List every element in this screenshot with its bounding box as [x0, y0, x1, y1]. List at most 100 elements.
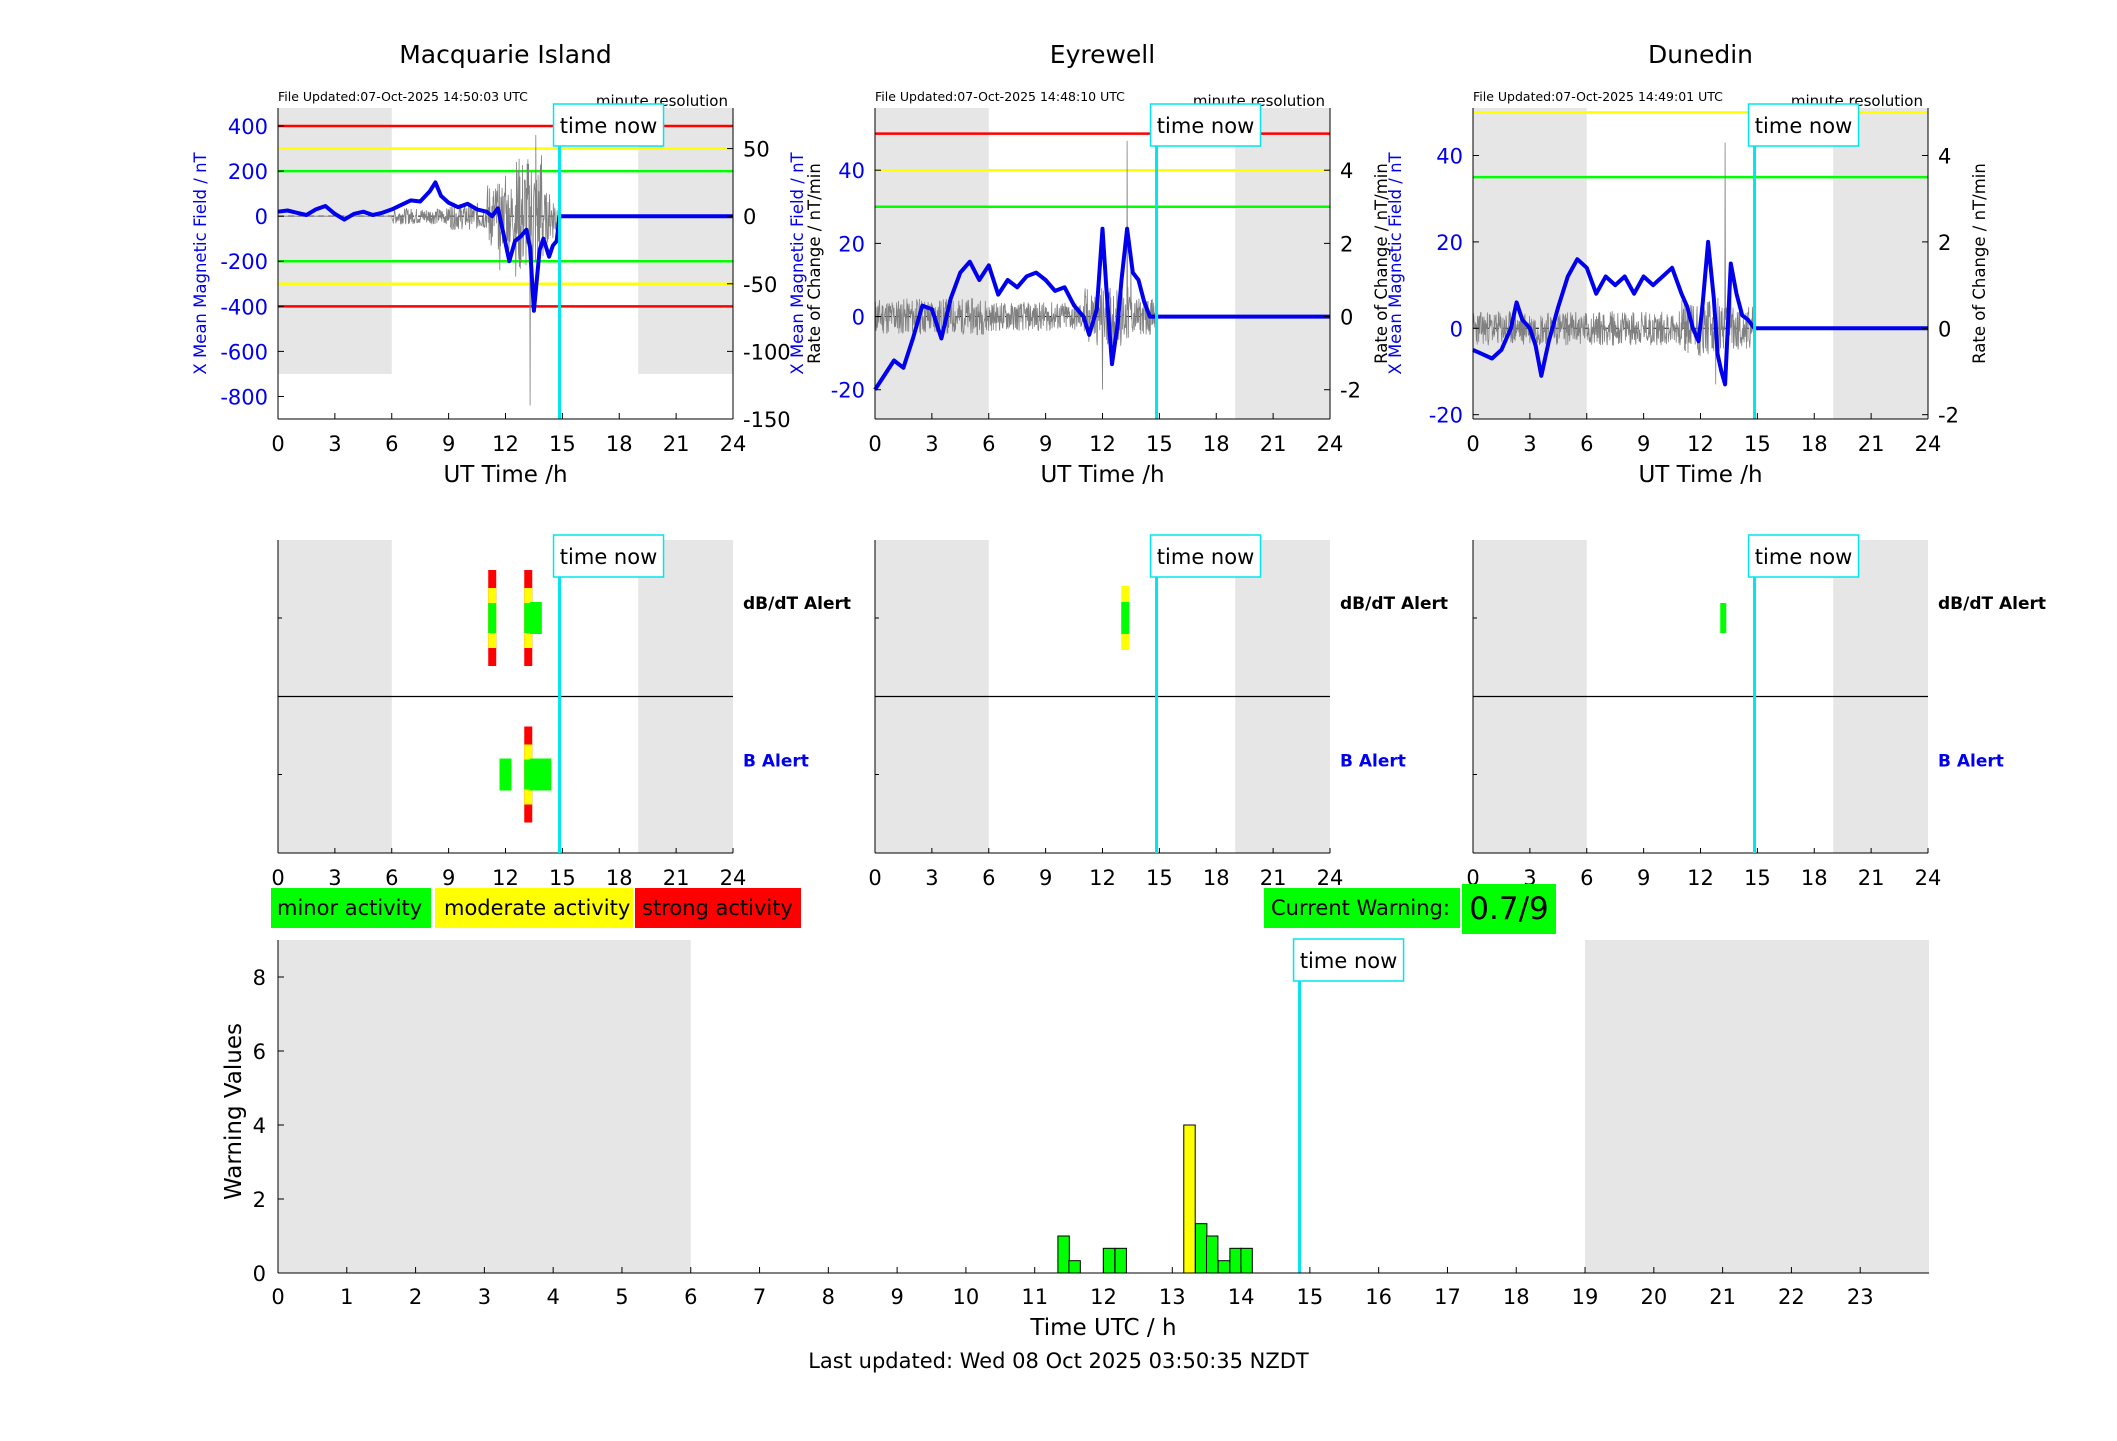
warning-chart-x-tick-label: 0	[271, 1285, 284, 1309]
panel-1-x-tick-label: 3	[328, 432, 341, 456]
panel-1-y-right-tick-label: -50	[743, 273, 777, 297]
legend-moderate: moderate activity	[435, 888, 633, 928]
panel-1-night-shade-1	[638, 108, 733, 374]
warning-chart-y-tick-label: 0	[253, 1262, 266, 1286]
panel-3-x-tick-label: 15	[1744, 432, 1771, 456]
warning-chart-x-tick-label: 13	[1159, 1285, 1186, 1309]
warning-chart-x-label: Time UTC / h	[1029, 1315, 1176, 1341]
time-now-text: time now	[1157, 545, 1254, 569]
panel-2-night-shade-1	[1235, 108, 1330, 419]
panel-3-y-left-tick-label: -20	[1429, 404, 1463, 428]
warning-chart-x-tick-label: 15	[1297, 1285, 1324, 1309]
warning-chart-bar-3	[1114, 1247, 1127, 1274]
warning-chart-x-tick-label: 21	[1709, 1285, 1736, 1309]
warning-chart-bar-1	[1068, 1260, 1081, 1274]
panel-1-x-tick-label: 12	[492, 432, 519, 456]
warning-chart-y-tick-label: 4	[253, 1114, 266, 1138]
panel-2-x-tick-label: 0	[868, 432, 881, 456]
panel-2-title: Eyrewell	[1050, 40, 1155, 69]
panel-3-x-tick-label: 12	[1687, 432, 1714, 456]
panel-2-x-tick-label: 15	[1146, 432, 1173, 456]
panel-3-alert-x-tick-label: 9	[1637, 866, 1650, 890]
current-warning-value-box: 0.7/9	[1462, 884, 1556, 934]
panel-2-x-tick-label: 3	[925, 432, 938, 456]
panel-2-b-alert-label: B Alert	[1340, 752, 1406, 772]
panel-3-rate-trace	[1472, 142, 1755, 385]
warning-chart-x-tick-label: 23	[1847, 1285, 1874, 1309]
warning-chart-y-label: Warning Values	[221, 1023, 247, 1200]
panel-3-x-tick-label: 24	[1915, 432, 1942, 456]
panel-1-x-tick-label: 0	[271, 432, 284, 456]
warning-chart-x-tick-label: 16	[1365, 1285, 1392, 1309]
panel-1-b-alert-1-green	[524, 759, 533, 790]
warning-chart-bar-8	[1229, 1247, 1242, 1274]
panel-1-y-left-tick-label: -400	[220, 295, 268, 319]
panel-2-y-left-tick-label: -20	[831, 379, 865, 403]
panel-2-dbdt-alert-label: dB/dT Alert	[1340, 594, 1448, 614]
panel-1-y-right-label: Rate of Change / nT/min	[805, 163, 824, 364]
panel-2-y-left-tick-label: 40	[838, 159, 865, 183]
warning-chart-x-tick-label: 3	[478, 1285, 491, 1309]
panel-3-alert-x-tick-label: 24	[1915, 866, 1942, 890]
panel-3-alert-time-now-label: time now	[1747, 534, 1860, 578]
panel-3-y-left-tick-label: 0	[1450, 317, 1463, 341]
time-now-text: time now	[1755, 545, 1852, 569]
panel-1-alert-x-tick-label: 15	[549, 866, 576, 890]
panel-1-alert-x-tick-label: 9	[442, 866, 455, 890]
panel-3-y-right-tick-label: 4	[1938, 145, 1951, 169]
panel-2-x-tick-label: 24	[1317, 432, 1344, 456]
panel-2-alert-x-tick-label: 21	[1260, 866, 1287, 890]
time-now-box	[1149, 534, 1262, 578]
warning-chart-x-tick-label: 5	[615, 1285, 628, 1309]
legend-strong-label: strong activity	[642, 896, 793, 920]
panel-1-dbdt-alert-1-green	[524, 603, 533, 633]
panel-2-x-tick-label: 21	[1260, 432, 1287, 456]
panel-1-alert-x-tick-label: 21	[663, 866, 690, 890]
panel-2-alert-x-tick-label: 0	[868, 866, 881, 890]
panel-2-alert-x-tick-label: 3	[925, 866, 938, 890]
panel-3-x-label: UT Time /h	[1638, 462, 1762, 488]
panel-1-dbdt-alert-label: dB/dT Alert	[743, 594, 851, 614]
panel-3-y-right-tick-label: 2	[1938, 231, 1951, 255]
panel-1-x-tick-label: 15	[549, 432, 576, 456]
warning-chart-bar-4	[1183, 1124, 1196, 1274]
time-now-box	[1747, 103, 1860, 147]
panel-2-x-label: UT Time /h	[1040, 462, 1164, 488]
panel-1-y-right-tick-label: -100	[743, 340, 791, 364]
warning-chart-bar-5	[1194, 1223, 1208, 1274]
warning-chart-x-tick-label: 12	[1090, 1285, 1117, 1309]
time-now-text: time now	[560, 114, 657, 138]
panel-3-b-alert-label: B Alert	[1938, 752, 2004, 772]
legend-moderate-label: moderate activity	[444, 896, 631, 920]
warning-chart-night-shade-1	[1585, 940, 1929, 1273]
panel-1-y-left-label: X Mean Magnetic Field / nT	[191, 151, 210, 374]
panel-3-night-shade-1	[1833, 108, 1928, 419]
warning-chart-x-tick-label: 22	[1778, 1285, 1805, 1309]
panel-1-x-label: UT Time /h	[443, 462, 567, 488]
panel-1-b-alert-label: B Alert	[743, 752, 809, 772]
panel-2-alert-x-tick-label: 6	[982, 866, 995, 890]
panel-1-field-trace	[277, 180, 733, 313]
panel-1-alert-x-tick-label: 12	[492, 866, 519, 890]
panel-1-dbdt-alert-0-green	[488, 603, 497, 633]
panel-1-y-left-tick-label: 200	[228, 160, 268, 184]
panel-2-dbdt-alert-0-green	[1121, 602, 1130, 634]
panel-1-file-updated: File Updated:07-Oct-2025 14:50:03 UTC	[278, 89, 528, 104]
panel-1-x-tick-label: 18	[606, 432, 633, 456]
panel-2-alert-time-now-label: time now	[1149, 534, 1262, 578]
panel-3-x-tick-label: 21	[1858, 432, 1885, 456]
panel-2-alert-x-tick-label: 9	[1039, 866, 1052, 890]
panel-1-x-tick-label: 6	[385, 432, 398, 456]
panel-1-dbdt-alert-2-green	[529, 602, 542, 634]
panel-2-alert-x-tick-label: 24	[1317, 866, 1344, 890]
panel-3-alert-x-tick-label: 12	[1687, 866, 1714, 890]
panel-2-y-left-tick-label: 0	[852, 306, 865, 330]
time-now-box	[1149, 103, 1262, 147]
panel-3-x-tick-label: 18	[1801, 432, 1828, 456]
warning-chart-y-tick-label: 6	[253, 1040, 266, 1064]
panel-1-y-left-tick-label: -600	[220, 340, 268, 364]
time-now-box	[1292, 938, 1405, 982]
panel-2-file-updated: File Updated:07-Oct-2025 14:48:10 UTC	[875, 89, 1125, 104]
panel-1-y-left-tick-label: -800	[220, 385, 268, 409]
